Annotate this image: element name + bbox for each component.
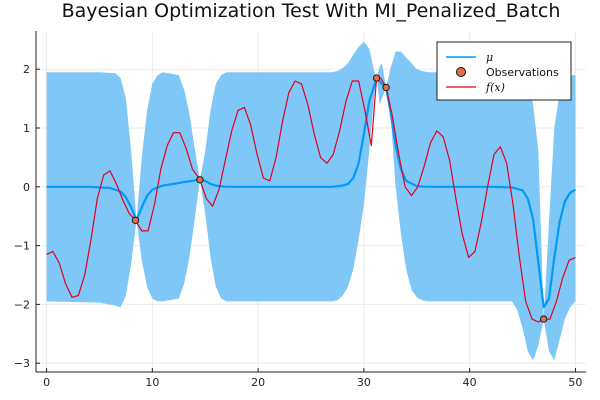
- observation-point: [196, 176, 204, 184]
- legend-observations-swatch: [456, 67, 466, 77]
- x-tick-label: 30: [357, 376, 371, 389]
- chart-title: Bayesian Optimization Test With MI_Penal…: [62, 0, 561, 22]
- y-tick-label: 1: [23, 122, 30, 135]
- mean-line: [46, 76, 576, 309]
- observation-points: [131, 74, 548, 323]
- legend-mean-label: μ: [486, 51, 493, 64]
- y-tick-label: −1: [14, 240, 30, 253]
- x-tick-label: 10: [145, 376, 159, 389]
- x-ticks: 0 10 20 30 40 50: [43, 368, 582, 389]
- x-tick-label: 0: [43, 376, 50, 389]
- observation-point: [372, 74, 381, 82]
- observation-point: [382, 83, 390, 92]
- legend: μ Observations f(x): [436, 41, 572, 101]
- y-tick-label: −2: [14, 298, 30, 311]
- y-tick-label: 0: [23, 181, 30, 194]
- axes: [35, 31, 586, 373]
- x-tick-label: 50: [568, 376, 582, 389]
- legend-f-label: f(x): [485, 81, 505, 94]
- y-tick-label: −3: [14, 357, 30, 370]
- confidence-band: [46, 41, 576, 361]
- observation-point: [540, 315, 548, 323]
- y-tick-label: 2: [23, 63, 30, 76]
- x-tick-label: 40: [463, 376, 477, 389]
- observation-point: [131, 216, 140, 224]
- x-tick-label: 20: [251, 376, 265, 389]
- legend-observations-label: Observations: [486, 66, 559, 79]
- y-ticks: −3 −2 −1 0 1 2: [14, 63, 40, 370]
